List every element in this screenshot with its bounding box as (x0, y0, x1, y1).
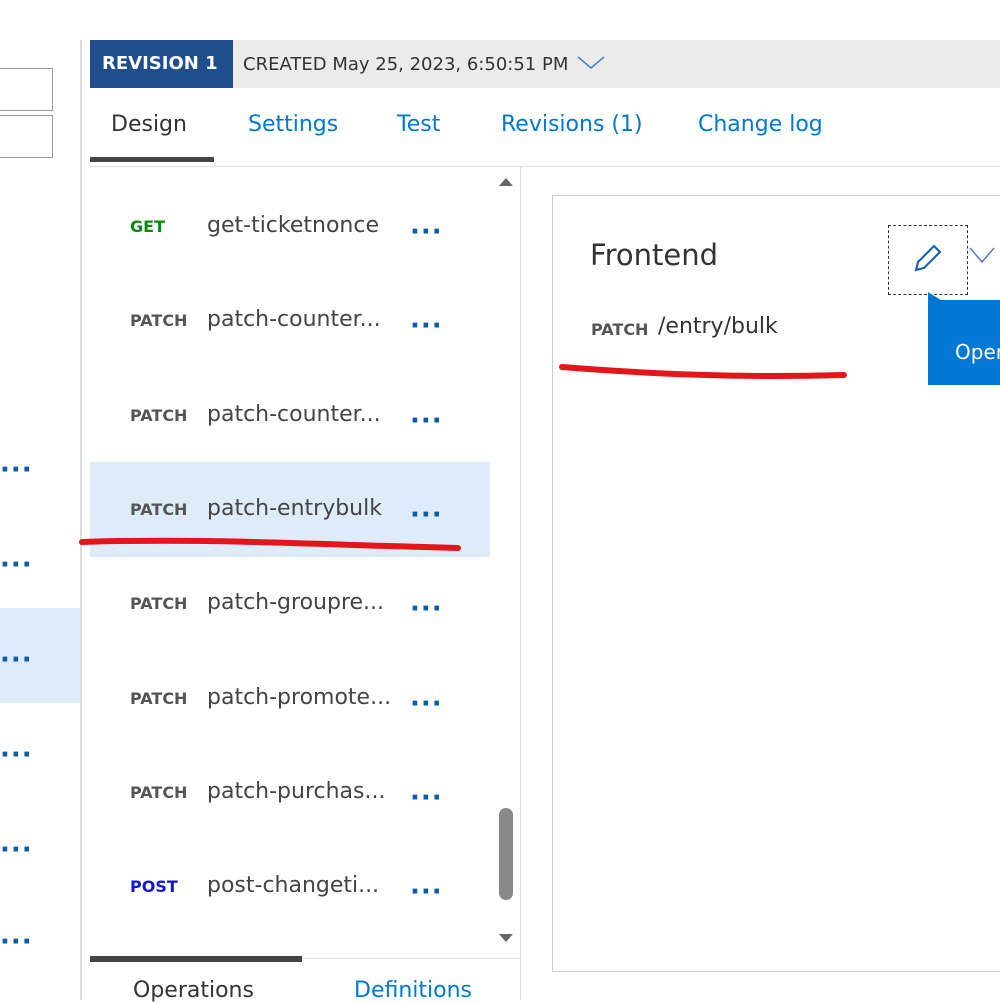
frontend-method: PATCH (591, 320, 649, 339)
input-box[interactable] (0, 115, 53, 158)
frontend-path: /entry/bulk (658, 314, 778, 339)
tab[interactable]: Settings (248, 112, 339, 137)
operation-name: patch-groupre... (207, 590, 385, 616)
tooltip-text: Open (955, 340, 1000, 364)
operation-method: PATCH (130, 594, 188, 614)
tab-underline (90, 157, 214, 162)
chevron[interactable] (576, 54, 606, 72)
tab[interactable]: Change log (698, 112, 823, 137)
operation-row[interactable]: GET get-ticketnonce ··· (90, 179, 490, 274)
operation-row[interactable]: PATCH patch-purchas... ··· (90, 745, 490, 840)
bottom-tab[interactable]: Operations (133, 978, 254, 1003)
tooltip (928, 300, 1000, 385)
divider (80, 40, 82, 1000)
operation-row[interactable]: PATCH patch-promote... ··· (90, 651, 490, 746)
bottom-tab[interactable]: Definitions (354, 978, 472, 1003)
divider (90, 958, 520, 959)
tab[interactable]: Revisions (1) (501, 112, 643, 137)
operation-row[interactable]: PATCH patch-counter... ··· (90, 368, 490, 463)
operation-name: patch-promote... (207, 684, 392, 710)
operation-row[interactable]: PATCH patch-groupre... ··· (90, 556, 490, 651)
operation-method: PATCH (130, 782, 188, 802)
operation-method: PATCH (130, 499, 188, 519)
operation-name: post-changeti... (207, 873, 380, 899)
revision-badge (90, 40, 233, 88)
frontend-card (552, 195, 1000, 972)
operation-method: GET (130, 217, 165, 236)
operation-method: PATCH (130, 405, 188, 425)
revision-label: REVISION 1 (102, 53, 218, 74)
revision-bar (90, 40, 1000, 88)
operation-method: PATCH (130, 311, 188, 331)
created-label[interactable]: CREATED May 25, 2023, 6:50:51 PM (243, 54, 569, 75)
divider (90, 166, 1000, 167)
operation-name: patch-entrybulk (207, 495, 382, 521)
frontend-title: Frontend (590, 238, 718, 272)
operation-name: patch-counter... (207, 401, 381, 427)
divider (520, 167, 521, 1000)
operation-row[interactable]: POST post-changeti... ··· (90, 839, 490, 934)
input-box[interactable] (0, 68, 53, 111)
operation-name: get-ticketnonce (207, 213, 379, 238)
operation-method: PATCH (130, 688, 188, 708)
tab[interactable]: Design (111, 112, 187, 137)
scrollbar[interactable] (497, 174, 517, 954)
tab-underline (90, 956, 302, 962)
operation-method: POST (130, 877, 178, 897)
operation-name: patch-purchas... (207, 778, 386, 804)
tooltip-arrow (928, 292, 944, 302)
selected-row (0, 608, 80, 703)
pencil-icon (914, 244, 995, 272)
tab[interactable]: Test (397, 112, 441, 137)
operation-name: patch-counter... (207, 307, 381, 333)
operation-row[interactable]: PATCH patch-counter... ··· (90, 273, 490, 368)
